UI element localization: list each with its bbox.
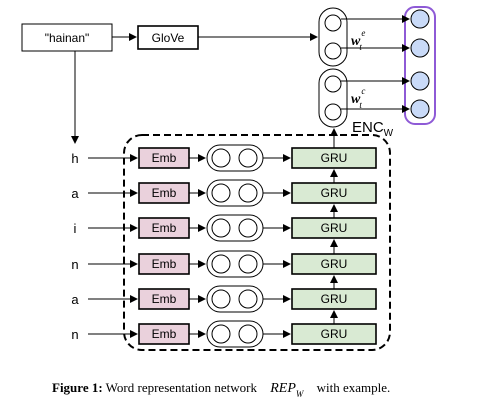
emb-label: Emb [152, 292, 177, 306]
gru-label: GRU [321, 327, 348, 341]
we-label: we t [351, 28, 365, 52]
emb-label: Emb [152, 327, 177, 341]
caption-math: REP [269, 381, 296, 396]
caption-tail: with example. [313, 380, 390, 395]
char-vector-unit [211, 183, 231, 203]
output-vector [404, 6, 436, 125]
input-word-label: "hainan" [45, 31, 90, 45]
output-unit [410, 99, 430, 119]
gru-label: GRU [321, 292, 348, 306]
output-unit [410, 71, 430, 91]
wc-unit-1 [324, 75, 342, 93]
enc-label: ENCW [352, 119, 394, 139]
gru-label: GRU [321, 257, 348, 271]
char-vector-unit [238, 148, 258, 168]
output-unit [410, 38, 430, 58]
char-vector-unit [211, 254, 231, 274]
char-vector-unit [238, 324, 258, 344]
char-vector-unit [211, 289, 231, 309]
we-unit-1 [324, 14, 342, 32]
char-vector-unit [211, 218, 231, 238]
char-row: h Emb GRU [71, 144, 377, 172]
wc-sup: c [361, 86, 365, 96]
char-row: a Emb GRU [71, 179, 377, 207]
gru-label: GRU [321, 221, 348, 235]
emb-label: Emb [152, 221, 177, 235]
caption-bold: Figure 1: [52, 380, 103, 395]
emb-label: Emb [152, 186, 177, 200]
enc-label-sub: W [384, 128, 394, 139]
output-unit [410, 9, 430, 29]
char-vector-unit [238, 183, 258, 203]
char-label: a [71, 186, 79, 201]
char-row: n Emb GRU [71, 250, 377, 278]
we-symbol: w [351, 34, 361, 49]
character-rows: h Emb GRU a Emb GRU i Emb GRU n Emb GRU a Emb GRU n Emb G… [71, 144, 377, 348]
char-label: n [71, 257, 78, 272]
char-label: a [71, 292, 79, 307]
enc-label-main: ENC [352, 119, 384, 136]
char-label: n [71, 327, 78, 342]
emb-label: Emb [152, 257, 177, 271]
we-sup: e [361, 28, 365, 38]
caption-text: Word representation network [103, 380, 261, 395]
we-unit-2 [324, 42, 342, 60]
char-row: a Emb GRU [71, 285, 377, 313]
char-vector-unit [211, 324, 231, 344]
emb-label: Emb [152, 151, 177, 165]
char-vector-unit [211, 148, 231, 168]
we-sub: t [359, 42, 362, 52]
wc-unit-2 [324, 103, 342, 121]
char-row: i Emb GRU [74, 214, 377, 242]
figure-caption: Figure 1: Word representation network RE… [52, 380, 390, 399]
gru-label: GRU [321, 186, 348, 200]
enc-dashed-region [123, 134, 391, 351]
output-units [410, 9, 430, 119]
char-label: h [71, 151, 78, 166]
char-label: i [74, 221, 77, 236]
caption-math-sub: W [296, 389, 305, 399]
wc-symbol: w [351, 92, 361, 107]
char-row: n Emb GRU [71, 320, 377, 348]
input-word-box [21, 23, 113, 52]
char-vector-unit [238, 289, 258, 309]
wc-sub: t [359, 100, 362, 110]
gru-label: GRU [321, 151, 348, 165]
glove-label: GloVe [152, 31, 185, 45]
char-vector-unit [238, 254, 258, 274]
char-vector-unit [238, 218, 258, 238]
wc-label: wc t [351, 86, 365, 110]
